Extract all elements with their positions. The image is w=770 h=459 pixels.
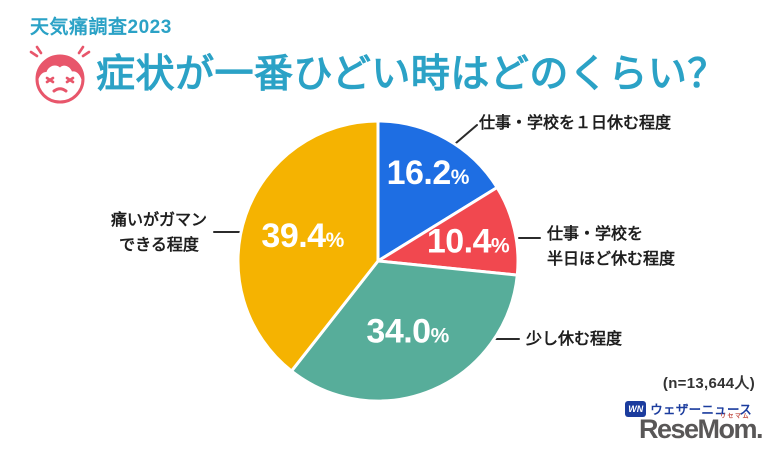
pie-slice-3 bbox=[236, 119, 380, 373]
page-title: 症状が一番ひどい時はどのくらい？ bbox=[96, 52, 727, 96]
pie-slice-0-value: 16.2% bbox=[387, 154, 470, 192]
slice-label-bearable: 痛いがガマン できる程度 bbox=[103, 208, 215, 258]
slice-label-line: 痛いがガマン bbox=[110, 212, 207, 229]
pie-slice-1-value: 10.4% bbox=[427, 222, 510, 260]
slice-label-line: 半日ほど休む程度 bbox=[547, 251, 676, 268]
pie-slice-2 bbox=[290, 259, 519, 403]
slice-label-short-rest: 少し休む程度 bbox=[526, 327, 622, 352]
slice-label-line: 仕事・学校を１日休む程度 bbox=[479, 115, 672, 132]
sample-size: (n=13,644人) bbox=[662, 375, 755, 392]
weathernews-logo: WN ウェザーニュース bbox=[625, 399, 752, 418]
pie-slice-1 bbox=[376, 186, 520, 277]
slice-label-line: 少し休む程度 bbox=[526, 331, 623, 348]
slice-label-one-day: 仕事・学校を１日休む程度 bbox=[479, 111, 671, 136]
weathernews-badge-icon: WN bbox=[625, 400, 647, 417]
pie-slice-0 bbox=[376, 119, 499, 263]
slice-label-line: 仕事・学校を bbox=[547, 226, 644, 243]
slice-label-line: できる程度 bbox=[119, 237, 199, 254]
survey-kicker: 天気痛調査2023 bbox=[30, 17, 172, 38]
title-row: 症状が一番ひどい時はどのくらい？ bbox=[26, 42, 727, 106]
pie-slice-2-value: 34.0% bbox=[366, 313, 449, 351]
resemom-logo: リセマム ReseMom. bbox=[638, 414, 764, 445]
weathernews-name: ウェザーニュース bbox=[650, 403, 752, 417]
slice-label-half-day: 仕事・学校を 半日ほど休む程度 bbox=[547, 222, 675, 272]
pained-face-icon bbox=[29, 45, 91, 104]
pie-slice-3-value: 39.4% bbox=[261, 217, 344, 255]
resemom-name: ReseMom. bbox=[638, 414, 764, 444]
callout-line-one-day bbox=[455, 124, 478, 144]
resemom-ruby: リセマム bbox=[719, 414, 750, 420]
